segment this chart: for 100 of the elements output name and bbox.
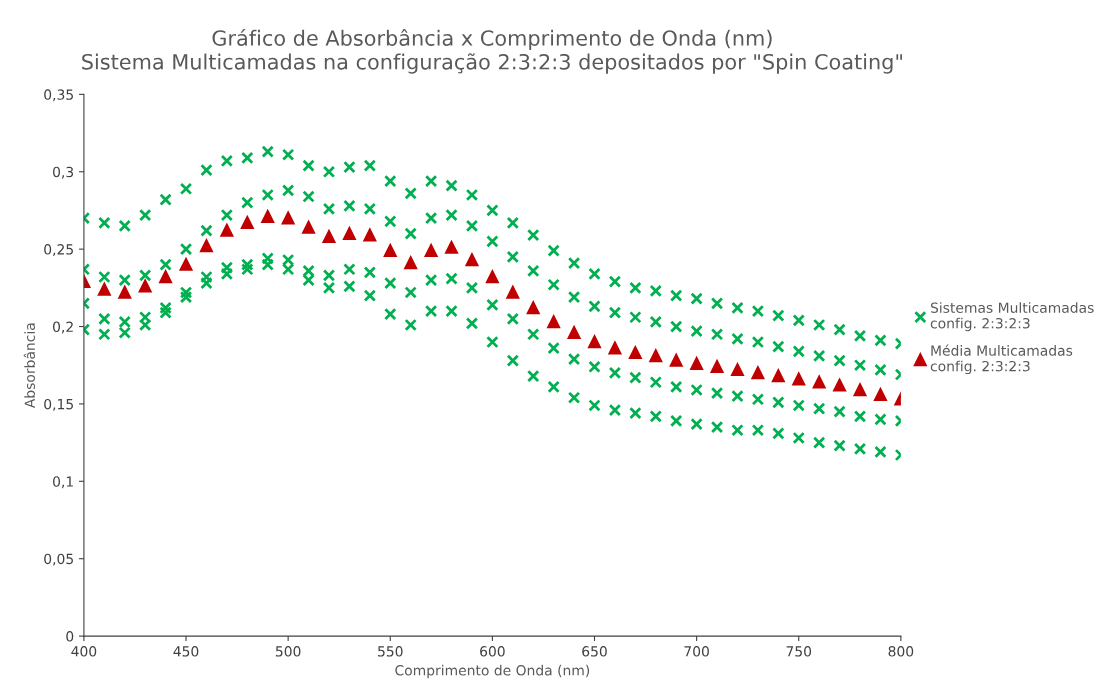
point (98, 328, 111, 341)
point (200, 239, 213, 253)
point (179, 182, 193, 196)
point (506, 354, 520, 367)
point (465, 219, 479, 233)
point (138, 310, 152, 324)
point (98, 216, 111, 230)
point (567, 326, 581, 339)
x-tick-label: 650 (582, 646, 607, 657)
y-tick-label: 0,15 (44, 398, 73, 411)
point (526, 328, 540, 341)
point (751, 423, 765, 437)
point (200, 270, 213, 284)
x-tick-label: 800 (888, 646, 914, 657)
point (853, 329, 867, 343)
point (792, 431, 805, 445)
y-tick-label: 0,2 (53, 321, 73, 334)
point (526, 301, 540, 315)
point (424, 211, 438, 225)
point (179, 258, 193, 271)
point (588, 399, 601, 412)
point (853, 442, 867, 456)
point (118, 219, 131, 233)
point (792, 345, 805, 358)
point (731, 301, 744, 315)
x-tick-label: 750 (786, 646, 812, 657)
point (343, 280, 356, 293)
point (526, 369, 540, 383)
x-tick-label: 550 (378, 646, 403, 657)
point (629, 346, 642, 360)
point (874, 413, 887, 426)
y-tick-label: 0 (66, 631, 74, 642)
point (629, 406, 642, 420)
point (281, 253, 295, 267)
point (424, 174, 438, 188)
y-axis-title: Absorbância (23, 323, 36, 409)
point (506, 250, 520, 264)
point (710, 420, 724, 434)
point (404, 256, 417, 270)
point (853, 358, 867, 372)
point (669, 320, 683, 333)
point (465, 188, 479, 202)
point (710, 328, 724, 341)
point (118, 273, 131, 287)
point (363, 228, 377, 242)
point (772, 309, 785, 322)
point (506, 312, 520, 326)
point (751, 393, 765, 406)
point (363, 159, 377, 172)
point (384, 215, 397, 228)
point (445, 272, 458, 285)
point (853, 410, 867, 423)
point (220, 261, 234, 274)
point (424, 273, 438, 287)
point (506, 286, 520, 299)
point (138, 280, 152, 293)
point (261, 210, 274, 223)
point (200, 276, 213, 290)
point (608, 275, 622, 288)
legend-label: Sistemas Multicamadas config. 2:3:2:3 (930, 302, 1094, 332)
x-tick-label: 600 (480, 646, 505, 657)
chart-title: Gráfico de Absorbância x Comprimento de Onda (nm) Sistema Multicamadas na configuração 2:3:2:3 depositados por "Spin Coating" (82, 28, 902, 74)
point (588, 267, 601, 281)
point (261, 258, 274, 271)
point (363, 289, 377, 302)
point (547, 244, 560, 257)
x-tick-label: 500 (275, 646, 301, 657)
point (384, 276, 397, 290)
point (833, 405, 846, 418)
point (179, 242, 193, 256)
point (363, 266, 377, 279)
point (159, 258, 172, 271)
point (220, 224, 234, 237)
point (404, 227, 417, 240)
point (669, 380, 683, 394)
point (710, 386, 724, 400)
point (200, 224, 213, 237)
point (833, 354, 846, 367)
point (547, 315, 560, 329)
point (465, 317, 479, 330)
point (138, 208, 152, 222)
point (772, 340, 785, 353)
point (669, 289, 683, 302)
point (567, 352, 581, 366)
point (261, 252, 274, 265)
point (281, 148, 295, 161)
point (322, 281, 336, 295)
x-tick-label: 400 (71, 646, 97, 657)
point (874, 388, 887, 401)
y-tick-label: 0,05 (44, 553, 73, 566)
point (281, 211, 295, 225)
point (118, 326, 131, 339)
point (261, 188, 274, 202)
point (690, 292, 703, 305)
point (547, 341, 560, 355)
point (567, 290, 581, 304)
point (629, 281, 642, 295)
point (853, 383, 867, 397)
point (710, 358, 724, 374)
point (486, 298, 499, 312)
